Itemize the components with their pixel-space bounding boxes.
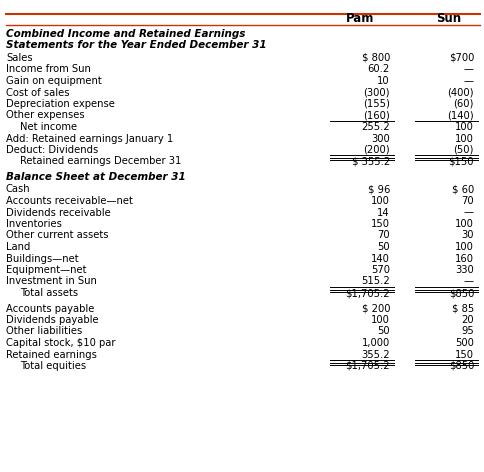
Text: 95: 95 (461, 327, 474, 337)
Text: Statements for the Year Ended December 31: Statements for the Year Ended December 3… (6, 41, 267, 51)
Text: Investment in Sun: Investment in Sun (6, 277, 97, 287)
Text: 140: 140 (371, 253, 390, 263)
Text: (400): (400) (448, 87, 474, 98)
Text: Pam: Pam (346, 12, 374, 25)
Text: Equipment—net: Equipment—net (6, 265, 87, 275)
Text: 300: 300 (371, 134, 390, 143)
Text: Total equities: Total equities (20, 361, 86, 371)
Text: Gain on equipment: Gain on equipment (6, 76, 102, 86)
Text: $850: $850 (449, 288, 474, 298)
Text: 100: 100 (455, 122, 474, 132)
Text: Net income: Net income (20, 122, 77, 132)
Text: 515.2: 515.2 (361, 277, 390, 287)
Text: 1,000: 1,000 (362, 338, 390, 348)
Text: 30: 30 (462, 230, 474, 241)
Text: —: — (464, 65, 474, 75)
Text: $1,705.2: $1,705.2 (346, 361, 390, 371)
Text: 50: 50 (378, 327, 390, 337)
Text: Depreciation expense: Depreciation expense (6, 99, 115, 109)
Text: 70: 70 (461, 196, 474, 206)
Text: 160: 160 (455, 253, 474, 263)
Text: Cost of sales: Cost of sales (6, 87, 70, 98)
Text: Balance Sheet at December 31: Balance Sheet at December 31 (6, 172, 186, 182)
Text: $ 800: $ 800 (362, 53, 390, 63)
Text: $ 355.2: $ 355.2 (352, 157, 390, 167)
Text: 330: 330 (455, 265, 474, 275)
Text: (50): (50) (454, 145, 474, 155)
Text: —: — (464, 208, 474, 218)
Text: (140): (140) (447, 110, 474, 120)
Text: Accounts payable: Accounts payable (6, 303, 94, 313)
Text: 10: 10 (378, 76, 390, 86)
Text: Capital stock, $10 par: Capital stock, $10 par (6, 338, 116, 348)
Text: Retained earnings: Retained earnings (6, 349, 97, 360)
Text: 60.2: 60.2 (368, 65, 390, 75)
Text: 20: 20 (461, 315, 474, 325)
Text: (160): (160) (363, 110, 390, 120)
Text: $150: $150 (449, 157, 474, 167)
Text: $ 200: $ 200 (362, 303, 390, 313)
Text: 100: 100 (371, 196, 390, 206)
Text: Accounts receivable—net: Accounts receivable—net (6, 196, 133, 206)
Text: (155): (155) (363, 99, 390, 109)
Text: Income from Sun: Income from Sun (6, 65, 91, 75)
Text: (60): (60) (454, 99, 474, 109)
Text: 100: 100 (455, 219, 474, 229)
Text: $ 60: $ 60 (452, 185, 474, 194)
Text: Sales: Sales (6, 53, 32, 63)
Text: 100: 100 (455, 134, 474, 143)
Text: Land: Land (6, 242, 30, 252)
Text: 570: 570 (371, 265, 390, 275)
Text: Other expenses: Other expenses (6, 110, 85, 120)
Text: 150: 150 (371, 219, 390, 229)
Text: (300): (300) (363, 87, 390, 98)
Text: Total assets: Total assets (20, 288, 78, 298)
Text: —: — (464, 277, 474, 287)
Text: 150: 150 (455, 349, 474, 360)
Text: 500: 500 (455, 338, 474, 348)
Text: Combined Income and Retained Earnings: Combined Income and Retained Earnings (6, 29, 245, 39)
Text: Add: Retained earnings January 1: Add: Retained earnings January 1 (6, 134, 173, 143)
Text: Cash: Cash (6, 185, 30, 194)
Text: $700: $700 (449, 53, 474, 63)
Text: Buildings—net: Buildings—net (6, 253, 78, 263)
Text: 14: 14 (378, 208, 390, 218)
Text: 100: 100 (455, 242, 474, 252)
Text: Inventories: Inventories (6, 219, 62, 229)
Text: 100: 100 (371, 315, 390, 325)
Text: Retained earnings December 31: Retained earnings December 31 (20, 157, 182, 167)
Text: Other liabilities: Other liabilities (6, 327, 82, 337)
Text: Other current assets: Other current assets (6, 230, 108, 241)
Text: Dividends receivable: Dividends receivable (6, 208, 111, 218)
Text: (200): (200) (363, 145, 390, 155)
Text: $850: $850 (449, 361, 474, 371)
Text: Sun: Sun (437, 12, 462, 25)
Text: Deduct: Dividends: Deduct: Dividends (6, 145, 98, 155)
Text: —: — (464, 76, 474, 86)
Text: Dividends payable: Dividends payable (6, 315, 99, 325)
Text: $ 96: $ 96 (368, 185, 390, 194)
Text: $ 85: $ 85 (452, 303, 474, 313)
Text: 355.2: 355.2 (362, 349, 390, 360)
Text: 70: 70 (378, 230, 390, 241)
Text: 255.2: 255.2 (361, 122, 390, 132)
Text: 50: 50 (378, 242, 390, 252)
Text: $1,705.2: $1,705.2 (346, 288, 390, 298)
